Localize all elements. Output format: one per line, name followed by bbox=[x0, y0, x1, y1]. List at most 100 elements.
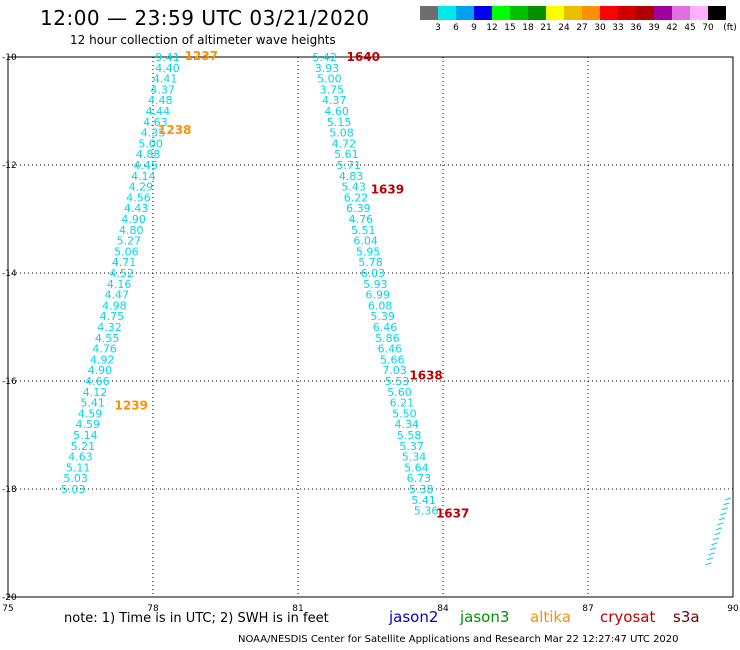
scale-swatch bbox=[474, 6, 492, 20]
scale-label: 21 bbox=[540, 23, 552, 33]
edge-track-mark bbox=[705, 562, 712, 566]
y-tick-label: -12 bbox=[2, 161, 17, 171]
edge-track-mark bbox=[708, 552, 715, 556]
scale-label: 36 bbox=[630, 23, 642, 33]
edge-track-mark bbox=[711, 542, 718, 546]
scale-label: 15 bbox=[504, 23, 516, 33]
legend-jason3: jason3 bbox=[460, 608, 510, 626]
scale-label: 42 bbox=[666, 23, 678, 33]
scale-label: 12 bbox=[486, 23, 498, 33]
scale-swatch bbox=[618, 6, 636, 20]
wave-height-label: 4.32 bbox=[97, 321, 122, 334]
time-label: 1638 bbox=[409, 369, 442, 383]
x-tick-label: 75 bbox=[2, 604, 13, 614]
plot-frame bbox=[7, 56, 734, 598]
wave-height-label: 5.53 bbox=[385, 375, 410, 388]
wave-height-label: 6.04 bbox=[353, 235, 378, 248]
wave-height-label: 6.46 bbox=[373, 321, 398, 334]
wave-height-label: 4.12 bbox=[83, 386, 108, 399]
wave-height-label: 5.41 bbox=[80, 397, 105, 410]
wave-height-label: 6.39 bbox=[346, 202, 371, 215]
edge-track-mark bbox=[714, 532, 721, 536]
wave-height-label: 5.03 bbox=[61, 483, 86, 496]
wave-height-label: 4.88 bbox=[136, 148, 161, 161]
wave-height-label: 4.60 bbox=[324, 105, 349, 118]
scale-swatch bbox=[582, 6, 600, 20]
edge-track-mark bbox=[724, 497, 732, 501]
scale-label: 39 bbox=[648, 23, 660, 33]
scale-label: 9 bbox=[471, 23, 477, 33]
y-tick-label: -10 bbox=[2, 53, 17, 63]
wave-height-label: 5.06 bbox=[114, 245, 139, 258]
wave-height-label: 4.92 bbox=[90, 353, 115, 366]
x-tick-label: 90 bbox=[727, 604, 739, 614]
time-label: 1640 bbox=[347, 50, 380, 64]
scale-swatch bbox=[456, 6, 474, 20]
wave-height-label: 4.71 bbox=[112, 256, 137, 269]
wave-height-label: 4.72 bbox=[332, 137, 357, 150]
scale-unit: (ft) bbox=[723, 23, 737, 33]
edge-track-mark bbox=[723, 502, 730, 506]
wave-height-label: 4.43 bbox=[124, 202, 149, 215]
scale-swatch bbox=[546, 6, 564, 20]
scale-label: 6 bbox=[453, 23, 459, 33]
scale-swatch bbox=[510, 6, 528, 20]
chart-title: 12:00 — 23:59 UTC 03/21/2020 bbox=[40, 6, 370, 30]
x-tick-label: 87 bbox=[582, 604, 593, 614]
time-label: 1239 bbox=[115, 398, 148, 412]
y-tick-label: -18 bbox=[2, 485, 17, 495]
scale-swatch bbox=[564, 6, 582, 20]
wave-height-label: 5.38 bbox=[409, 483, 434, 496]
wave-height-label: 5.43 bbox=[341, 181, 366, 194]
edge-track-mark bbox=[718, 517, 726, 521]
y-tick-label: -16 bbox=[2, 377, 17, 387]
chart-subtitle: 12 hour collection of altimeter wave hei… bbox=[70, 33, 336, 47]
scale-label: 18 bbox=[522, 23, 534, 33]
wave-height-label: 5.50 bbox=[392, 407, 417, 420]
wave-height-label: 5.15 bbox=[327, 116, 352, 129]
scale-label: 70 bbox=[702, 23, 714, 33]
time-label: 1238 bbox=[158, 123, 191, 137]
scale-swatch bbox=[492, 6, 510, 20]
wave-height-label: 5.95 bbox=[356, 245, 381, 258]
wave-height-label: 4.56 bbox=[126, 191, 151, 204]
wave-height-label: 4.35 bbox=[141, 127, 166, 140]
scale-label: 33 bbox=[612, 23, 624, 33]
wave-height-label: 5.93 bbox=[363, 278, 388, 291]
edge-track-mark bbox=[709, 547, 717, 551]
wave-height-label: 5.41 bbox=[411, 494, 436, 507]
wave-height-label: 5.27 bbox=[117, 235, 142, 248]
credit-line: NOAA/NESDIS Center for Satellite Applica… bbox=[238, 634, 679, 645]
scale-swatch bbox=[528, 6, 546, 20]
wave-height-label: 5.11 bbox=[66, 461, 91, 474]
wave-height-label: 5.34 bbox=[402, 451, 427, 464]
wave-height-label: 4.47 bbox=[105, 289, 130, 302]
scale-label: 3 bbox=[435, 23, 441, 33]
wave-height-label: 6.08 bbox=[368, 299, 393, 312]
edge-track-mark bbox=[721, 507, 729, 511]
wave-height-label: 4.59 bbox=[76, 418, 101, 431]
wave-height-label: 6.46 bbox=[378, 343, 403, 356]
wave-height-label: 5.86 bbox=[375, 332, 400, 345]
wave-height-label: 6.22 bbox=[344, 191, 369, 204]
wave-height-label: 4.44 bbox=[146, 105, 171, 118]
wave-height-label: 4.90 bbox=[121, 213, 146, 226]
wave-height-label: 6.99 bbox=[366, 289, 391, 302]
wave-height-label: 4.63 bbox=[143, 116, 168, 129]
wave-height-label: 4.40 bbox=[155, 62, 180, 75]
scale-label: 24 bbox=[558, 23, 570, 33]
wave-height-label: 4.37 bbox=[322, 94, 347, 107]
edge-track-mark bbox=[715, 527, 723, 531]
wave-height-label: 5.64 bbox=[404, 461, 429, 474]
wave-height-label: 4.76 bbox=[92, 343, 117, 356]
wave-height-label: 4.63 bbox=[68, 451, 93, 464]
wave-height-label: 4.66 bbox=[85, 375, 110, 388]
wave-height-label: 4.37 bbox=[150, 83, 175, 96]
scale-label: 30 bbox=[594, 23, 606, 33]
wave-height-label: 4.34 bbox=[395, 418, 420, 431]
wave-height-label: 6.03 bbox=[361, 267, 386, 280]
wave-height-label: 5.61 bbox=[334, 148, 359, 161]
wave-height-label: 4.29 bbox=[129, 181, 154, 194]
wave-height-label: 5.71 bbox=[337, 159, 362, 172]
